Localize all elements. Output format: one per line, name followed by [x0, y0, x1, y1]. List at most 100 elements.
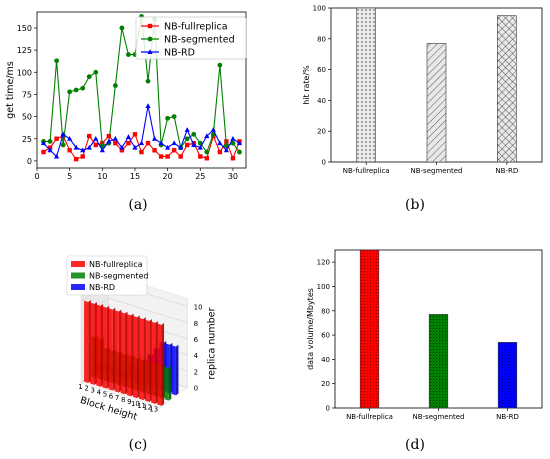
y-tick-label: 20: [321, 380, 330, 388]
bar-front: [120, 312, 125, 395]
bar: [428, 314, 449, 409]
bar: [359, 249, 380, 409]
data-point: [151, 135, 158, 141]
x-tick-label: 25: [195, 172, 205, 181]
grid-line: [108, 297, 188, 323]
data-point: [197, 144, 203, 150]
data-point: [40, 140, 47, 146]
data-point: [178, 144, 184, 150]
bar-front: [84, 300, 89, 384]
data-point: [210, 127, 216, 132]
data-point: [217, 149, 223, 155]
data-point: [86, 74, 92, 80]
x-tick-label: 2: [84, 385, 88, 393]
y-tick-label: 40: [317, 97, 326, 105]
bar-front: [132, 315, 138, 399]
y-tick-label: 100: [17, 68, 32, 77]
x-tick-label: 30: [228, 172, 238, 181]
bar-side: [168, 366, 172, 401]
data-point: [237, 149, 242, 155]
data-point: [67, 89, 73, 95]
caption-a: (a): [128, 197, 147, 213]
data-point: [145, 78, 151, 84]
data-point: [223, 147, 230, 153]
plot-frame: [36, 11, 247, 169]
x-tick-label: 11: [137, 402, 146, 410]
data-point: [184, 127, 190, 132]
legend-label: NB-segmented: [164, 35, 235, 46]
x-tick-label: NB-fullreplica: [343, 167, 390, 175]
y-axis-label: data volume/Mbytes: [306, 288, 315, 370]
x-tick-label: NB-RD: [495, 167, 518, 175]
data-point: [60, 142, 66, 148]
bar-front: [102, 306, 107, 389]
z-axis-label: replica number: [207, 307, 218, 379]
legend-box: [135, 16, 247, 60]
data-point: [73, 87, 79, 93]
data-point: [236, 140, 243, 146]
legend-swatch: [71, 272, 85, 279]
data-point: [87, 133, 92, 139]
bar-front: [171, 345, 176, 396]
data-point: [152, 148, 157, 153]
data-point: [119, 148, 125, 153]
legend-label: NB-fullreplica: [164, 22, 228, 33]
z-tick-label: 4: [194, 352, 199, 360]
data-point: [171, 140, 177, 146]
data-point: [132, 144, 138, 150]
data-point: [204, 133, 210, 139]
y-tick-label: 0: [27, 157, 32, 166]
x-tick-label: 1: [78, 383, 82, 391]
x-tick-label: NB-segmented: [410, 167, 462, 175]
data-point: [112, 83, 118, 88]
legend-marker: [147, 36, 153, 42]
z-tick-label: 0: [194, 385, 198, 393]
data-point: [47, 139, 53, 144]
data-point: [106, 133, 112, 139]
caption-c: (c): [129, 437, 148, 453]
x-tick-label: 8: [121, 396, 125, 404]
data-point: [230, 156, 236, 161]
bar-front: [157, 323, 162, 406]
x-tick-label: NB-segmented: [412, 413, 464, 421]
x-tick-label: 0: [34, 172, 39, 181]
legend-marker: [147, 49, 153, 54]
legend-label: NB-fullreplica: [89, 260, 143, 269]
data-point: [126, 140, 131, 146]
legend-box: [66, 255, 148, 296]
data-point: [204, 149, 210, 155]
data-point: [198, 154, 203, 159]
data-point: [67, 135, 73, 141]
y-tick-label: 100: [317, 283, 330, 291]
data-point: [60, 131, 66, 137]
bar: [497, 15, 517, 163]
data-point: [47, 147, 53, 153]
x-tick-label: NB-fullreplica: [346, 413, 393, 421]
data-point: [185, 142, 190, 148]
data-point: [93, 69, 99, 75]
data-point: [93, 135, 99, 141]
y-tick-label: 125: [17, 46, 32, 55]
y-tick-label: 25: [22, 135, 32, 144]
x-tick-label: 5: [67, 172, 72, 181]
x-tick-label: 7: [115, 394, 119, 402]
series-line: [43, 133, 240, 160]
bar-front: [96, 304, 101, 387]
data-point: [204, 156, 210, 161]
data-point: [106, 138, 112, 144]
bar: [497, 342, 518, 409]
bar: [426, 43, 447, 163]
caption-d: (d): [405, 437, 425, 453]
data-point: [165, 115, 171, 121]
data-point: [54, 136, 59, 141]
bar-front: [126, 313, 132, 397]
data-point: [171, 148, 177, 153]
y-tick-label: 80: [321, 307, 330, 315]
z-tick-label: 8: [194, 320, 198, 328]
data-point: [86, 144, 92, 150]
y-tick-label: 120: [317, 259, 330, 267]
legend-label: NB-RD: [89, 283, 115, 292]
data-point: [138, 140, 145, 146]
y-tick-label: 0: [326, 405, 330, 413]
